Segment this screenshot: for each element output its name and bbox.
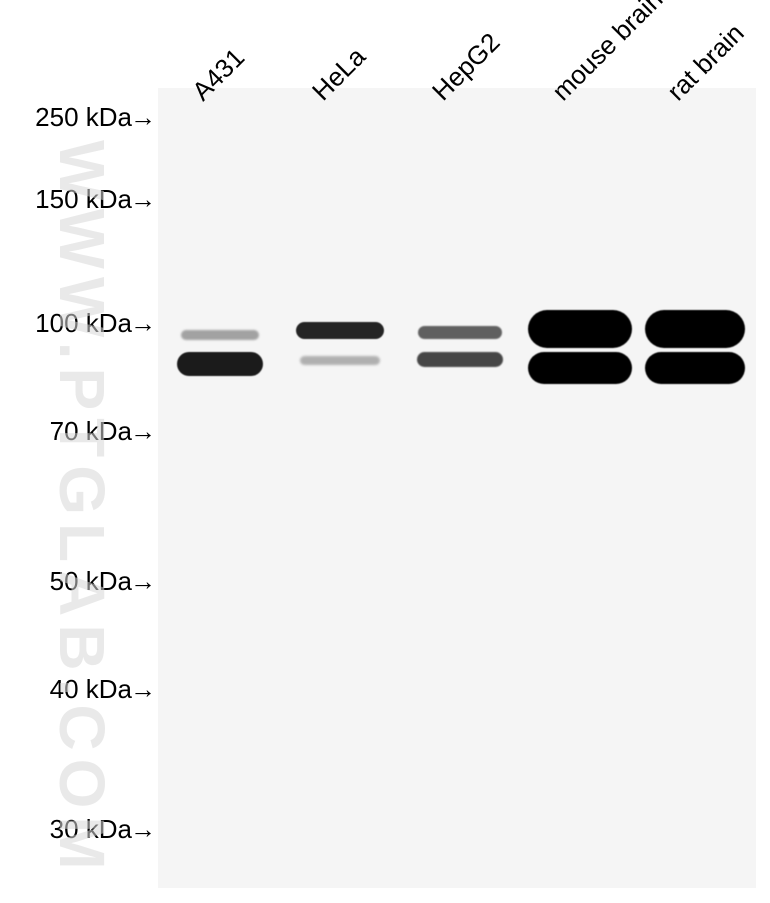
marker-label: 150 kDa (35, 184, 132, 215)
blot-band (417, 352, 503, 367)
blot-band (300, 356, 380, 365)
arrow-right-icon: → (130, 308, 156, 339)
blot-band (418, 326, 502, 339)
blot-band (296, 322, 384, 339)
watermark-text: WWW.PTGLAB.COM (45, 140, 119, 878)
arrow-right-icon: → (130, 184, 156, 215)
blot-band (645, 352, 745, 384)
arrow-right-icon: → (130, 102, 156, 133)
blot-band (528, 352, 632, 384)
marker-label: 70 kDa (50, 416, 132, 447)
figure-container: WWW.PTGLAB.COM 250 kDa→150 kDa→100 kDa→7… (0, 0, 770, 903)
arrow-right-icon: → (130, 674, 156, 705)
arrow-right-icon: → (130, 814, 156, 845)
marker-label: 250 kDa (35, 102, 132, 133)
marker-label: 30 kDa (50, 814, 132, 845)
arrow-right-icon: → (130, 566, 156, 597)
arrow-right-icon: → (130, 416, 156, 447)
blot-band (181, 330, 259, 340)
blot-membrane (158, 88, 756, 888)
marker-label: 50 kDa (50, 566, 132, 597)
blot-band (177, 352, 263, 376)
blot-band (645, 310, 745, 348)
blot-band (528, 310, 632, 348)
marker-label: 100 kDa (35, 308, 132, 339)
marker-label: 40 kDa (50, 674, 132, 705)
